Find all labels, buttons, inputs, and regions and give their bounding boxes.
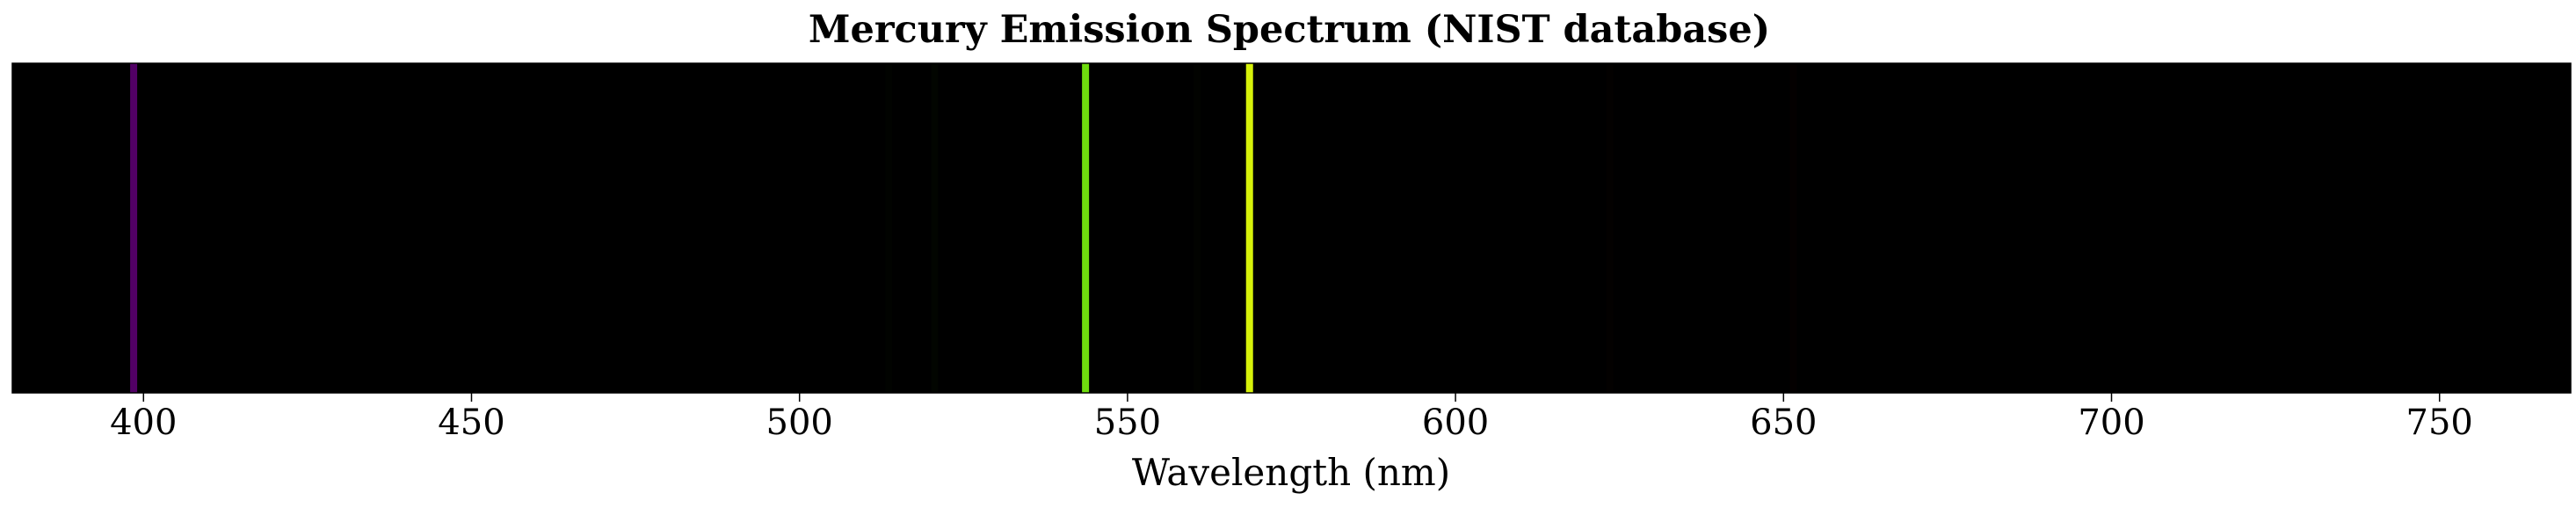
- spectrum-plot-area: [12, 63, 2571, 393]
- x-tick-label: 450: [438, 403, 504, 443]
- plot-frame: [11, 62, 2572, 394]
- x-axis-ticks: 400 450 500 550 600 650 700 750: [110, 393, 2473, 443]
- emission-line-1: [885, 63, 893, 393]
- emission-line-3: [1082, 63, 1090, 393]
- chart-title: Mercury Emission Spectrum (NIST database…: [809, 8, 1770, 52]
- emission-line-6: [1606, 63, 1614, 393]
- emission-line-0: [130, 63, 138, 393]
- emission-line-5: [1245, 63, 1253, 393]
- emission-line-2: [931, 63, 939, 393]
- x-tick-label: 500: [766, 403, 833, 443]
- x-tick-label: 400: [110, 403, 177, 443]
- x-tick-label: 600: [1422, 403, 1489, 443]
- x-axis-label: Wavelength (nm): [1132, 451, 1450, 494]
- emission-lines: [130, 63, 1797, 393]
- x-tick-label: 550: [1094, 403, 1161, 443]
- emission-line-4: [1194, 63, 1201, 393]
- x-tick-label: 650: [1750, 403, 1817, 443]
- x-tick-label: 700: [2078, 403, 2144, 443]
- emission-line-7: [1789, 63, 1797, 393]
- x-tick-label: 750: [2406, 403, 2473, 443]
